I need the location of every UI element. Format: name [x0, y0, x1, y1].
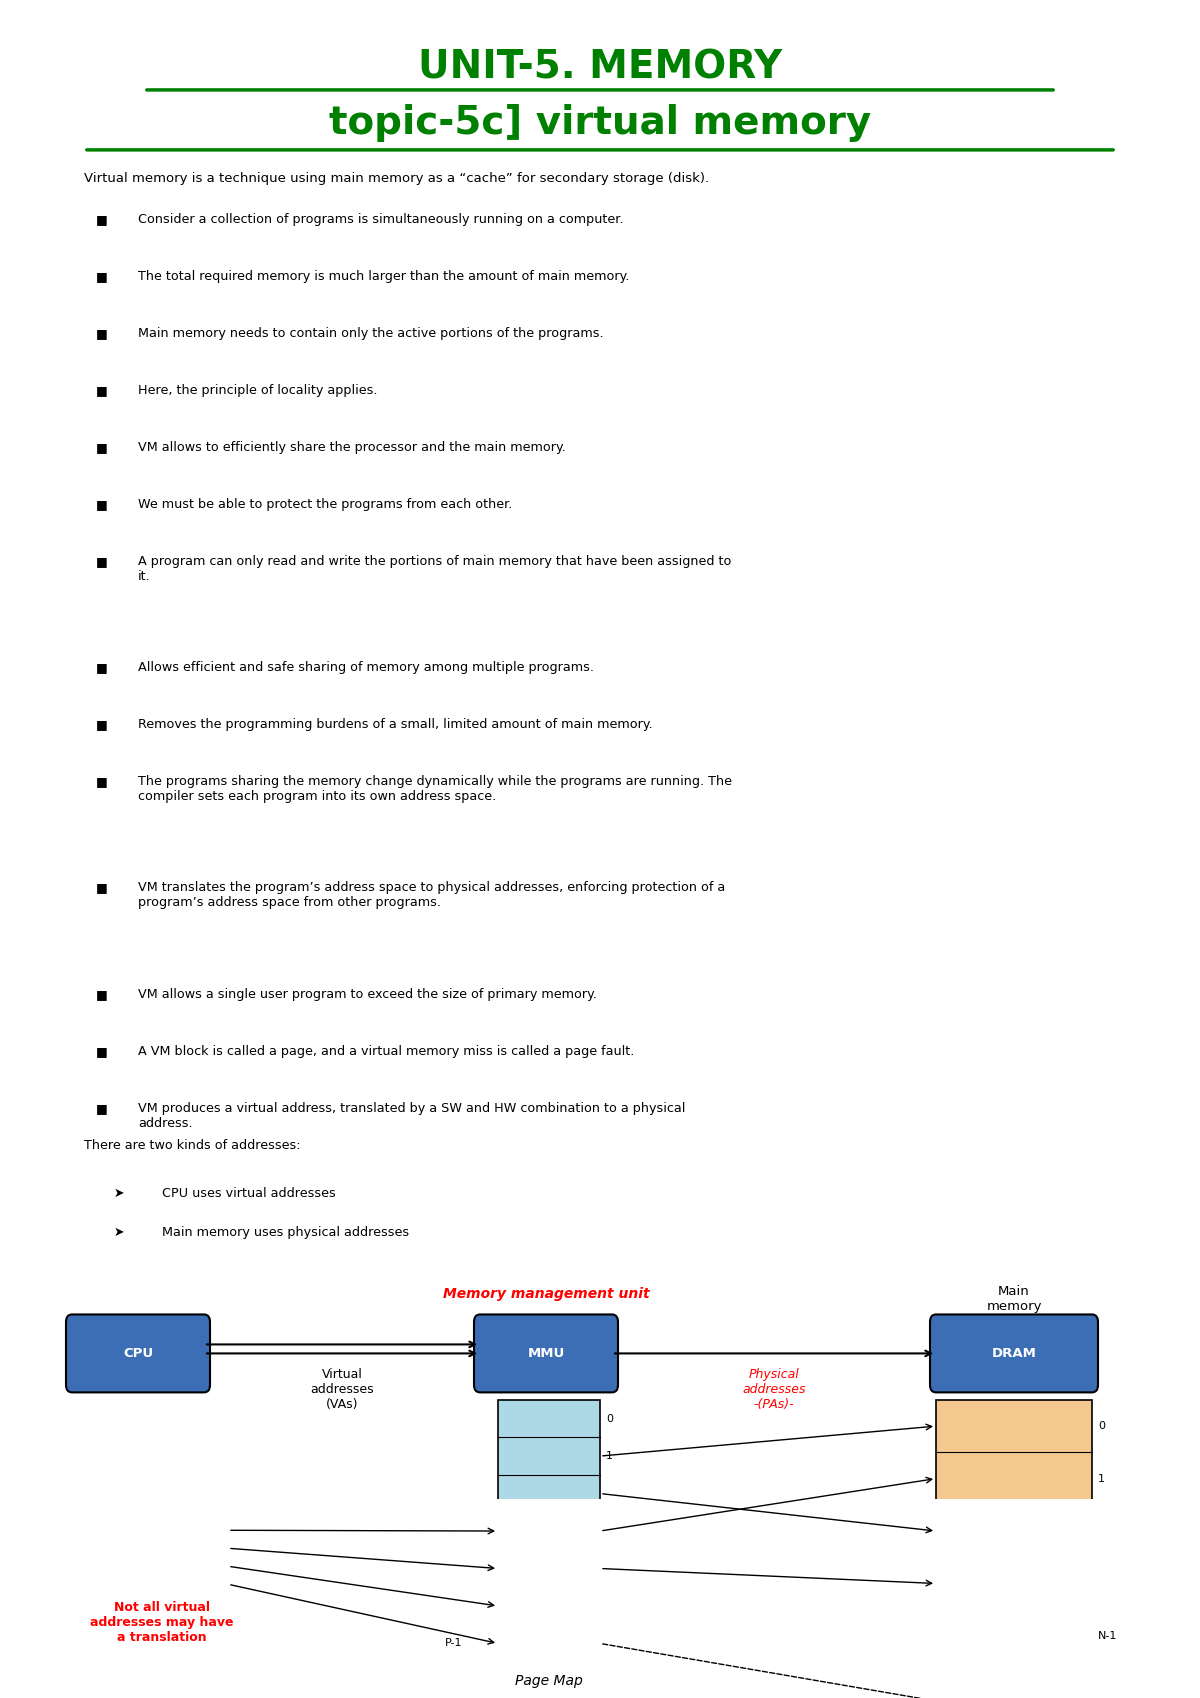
Text: 0: 0	[1098, 1421, 1105, 1431]
Ellipse shape	[936, 1686, 1092, 1698]
Text: ■: ■	[96, 774, 108, 788]
Text: Not all virtual
addresses may have
a translation: Not all virtual addresses may have a tra…	[90, 1601, 234, 1644]
Text: There are two kinds of addresses:: There are two kinds of addresses:	[84, 1139, 301, 1151]
Text: ■: ■	[96, 881, 108, 895]
FancyBboxPatch shape	[498, 1399, 600, 1662]
Text: ■: ■	[96, 1044, 108, 1058]
FancyBboxPatch shape	[474, 1314, 618, 1392]
Text: VM translates the program’s address space to physical addresses, enforcing prote: VM translates the program’s address spac…	[138, 881, 725, 910]
Text: Removes the programming burdens of a small, limited amount of main memory.: Removes the programming burdens of a sma…	[138, 718, 653, 730]
Text: Main memory uses physical addresses: Main memory uses physical addresses	[162, 1226, 409, 1240]
Text: 0: 0	[606, 1414, 613, 1423]
Text: ■: ■	[96, 661, 108, 674]
Text: N-1: N-1	[1098, 1632, 1117, 1640]
Text: ■: ■	[96, 326, 108, 340]
Text: ➤: ➤	[114, 1226, 125, 1240]
FancyBboxPatch shape	[90, 1518, 234, 1596]
Text: The total required memory is much larger than the amount of main memory.: The total required memory is much larger…	[138, 270, 629, 284]
Text: ■: ■	[96, 1102, 108, 1114]
FancyBboxPatch shape	[66, 1314, 210, 1392]
Text: Allows efficient and safe sharing of memory among multiple programs.: Allows efficient and safe sharing of mem…	[138, 661, 594, 674]
Text: ■: ■	[96, 212, 108, 226]
Text: ■: ■	[96, 498, 108, 511]
Text: MMU: MMU	[527, 1347, 565, 1360]
Text: Physical
addresses
-(PAs)-: Physical addresses -(PAs)-	[743, 1369, 805, 1411]
Text: ■: ■	[96, 555, 108, 567]
Text: CPU uses virtual addresses: CPU uses virtual addresses	[162, 1187, 336, 1200]
Text: ■: ■	[96, 441, 108, 453]
Text: A program can only read and write the portions of main memory that have been ass: A program can only read and write the po…	[138, 555, 731, 582]
Text: 1: 1	[1098, 1474, 1105, 1484]
Text: UNIT-5. MEMORY: UNIT-5. MEMORY	[418, 49, 782, 87]
Text: VM produces a virtual address, translated by a SW and HW combination to a physic: VM produces a virtual address, translate…	[138, 1102, 685, 1129]
Text: VM allows a single user program to exceed the size of primary memory.: VM allows a single user program to excee…	[138, 988, 596, 1000]
Text: topic-5c] virtual memory: topic-5c] virtual memory	[329, 104, 871, 143]
Text: CPU: CPU	[146, 1550, 178, 1564]
Text: Here, the principle of locality applies.: Here, the principle of locality applies.	[138, 384, 378, 397]
Text: ■: ■	[96, 270, 108, 284]
FancyBboxPatch shape	[930, 1314, 1098, 1392]
Text: 1: 1	[606, 1452, 613, 1460]
Text: VM allows to efficiently share the processor and the main memory.: VM allows to efficiently share the proce…	[138, 441, 565, 453]
Text: DRAM: DRAM	[991, 1347, 1037, 1360]
Text: ■: ■	[96, 384, 108, 397]
Text: We must be able to protect the programs from each other.: We must be able to protect the programs …	[138, 498, 512, 511]
Text: Main
memory: Main memory	[986, 1285, 1042, 1313]
Text: Page Map: Page Map	[515, 1674, 583, 1688]
Text: A VM block is called a page, and a virtual memory miss is called a page fault.: A VM block is called a page, and a virtu…	[138, 1044, 635, 1058]
Text: Main memory needs to contain only the active portions of the programs.: Main memory needs to contain only the ac…	[138, 326, 604, 340]
Text: CPU: CPU	[122, 1347, 154, 1360]
Text: P-1: P-1	[444, 1639, 462, 1649]
FancyBboxPatch shape	[936, 1399, 1092, 1662]
Text: Virtual
addresses
(VAs): Virtual addresses (VAs)	[310, 1369, 374, 1411]
Text: ➤: ➤	[114, 1187, 125, 1200]
Text: The programs sharing the memory change dynamically while the programs are runnin: The programs sharing the memory change d…	[138, 774, 732, 803]
Text: ■: ■	[96, 988, 108, 1000]
Text: Consider a collection of programs is simultaneously running on a computer.: Consider a collection of programs is sim…	[138, 212, 624, 226]
Text: ■: ■	[96, 718, 108, 730]
Text: Virtual memory is a technique using main memory as a “cache” for secondary stora: Virtual memory is a technique using main…	[84, 173, 709, 185]
Text: Memory management unit: Memory management unit	[443, 1287, 649, 1301]
